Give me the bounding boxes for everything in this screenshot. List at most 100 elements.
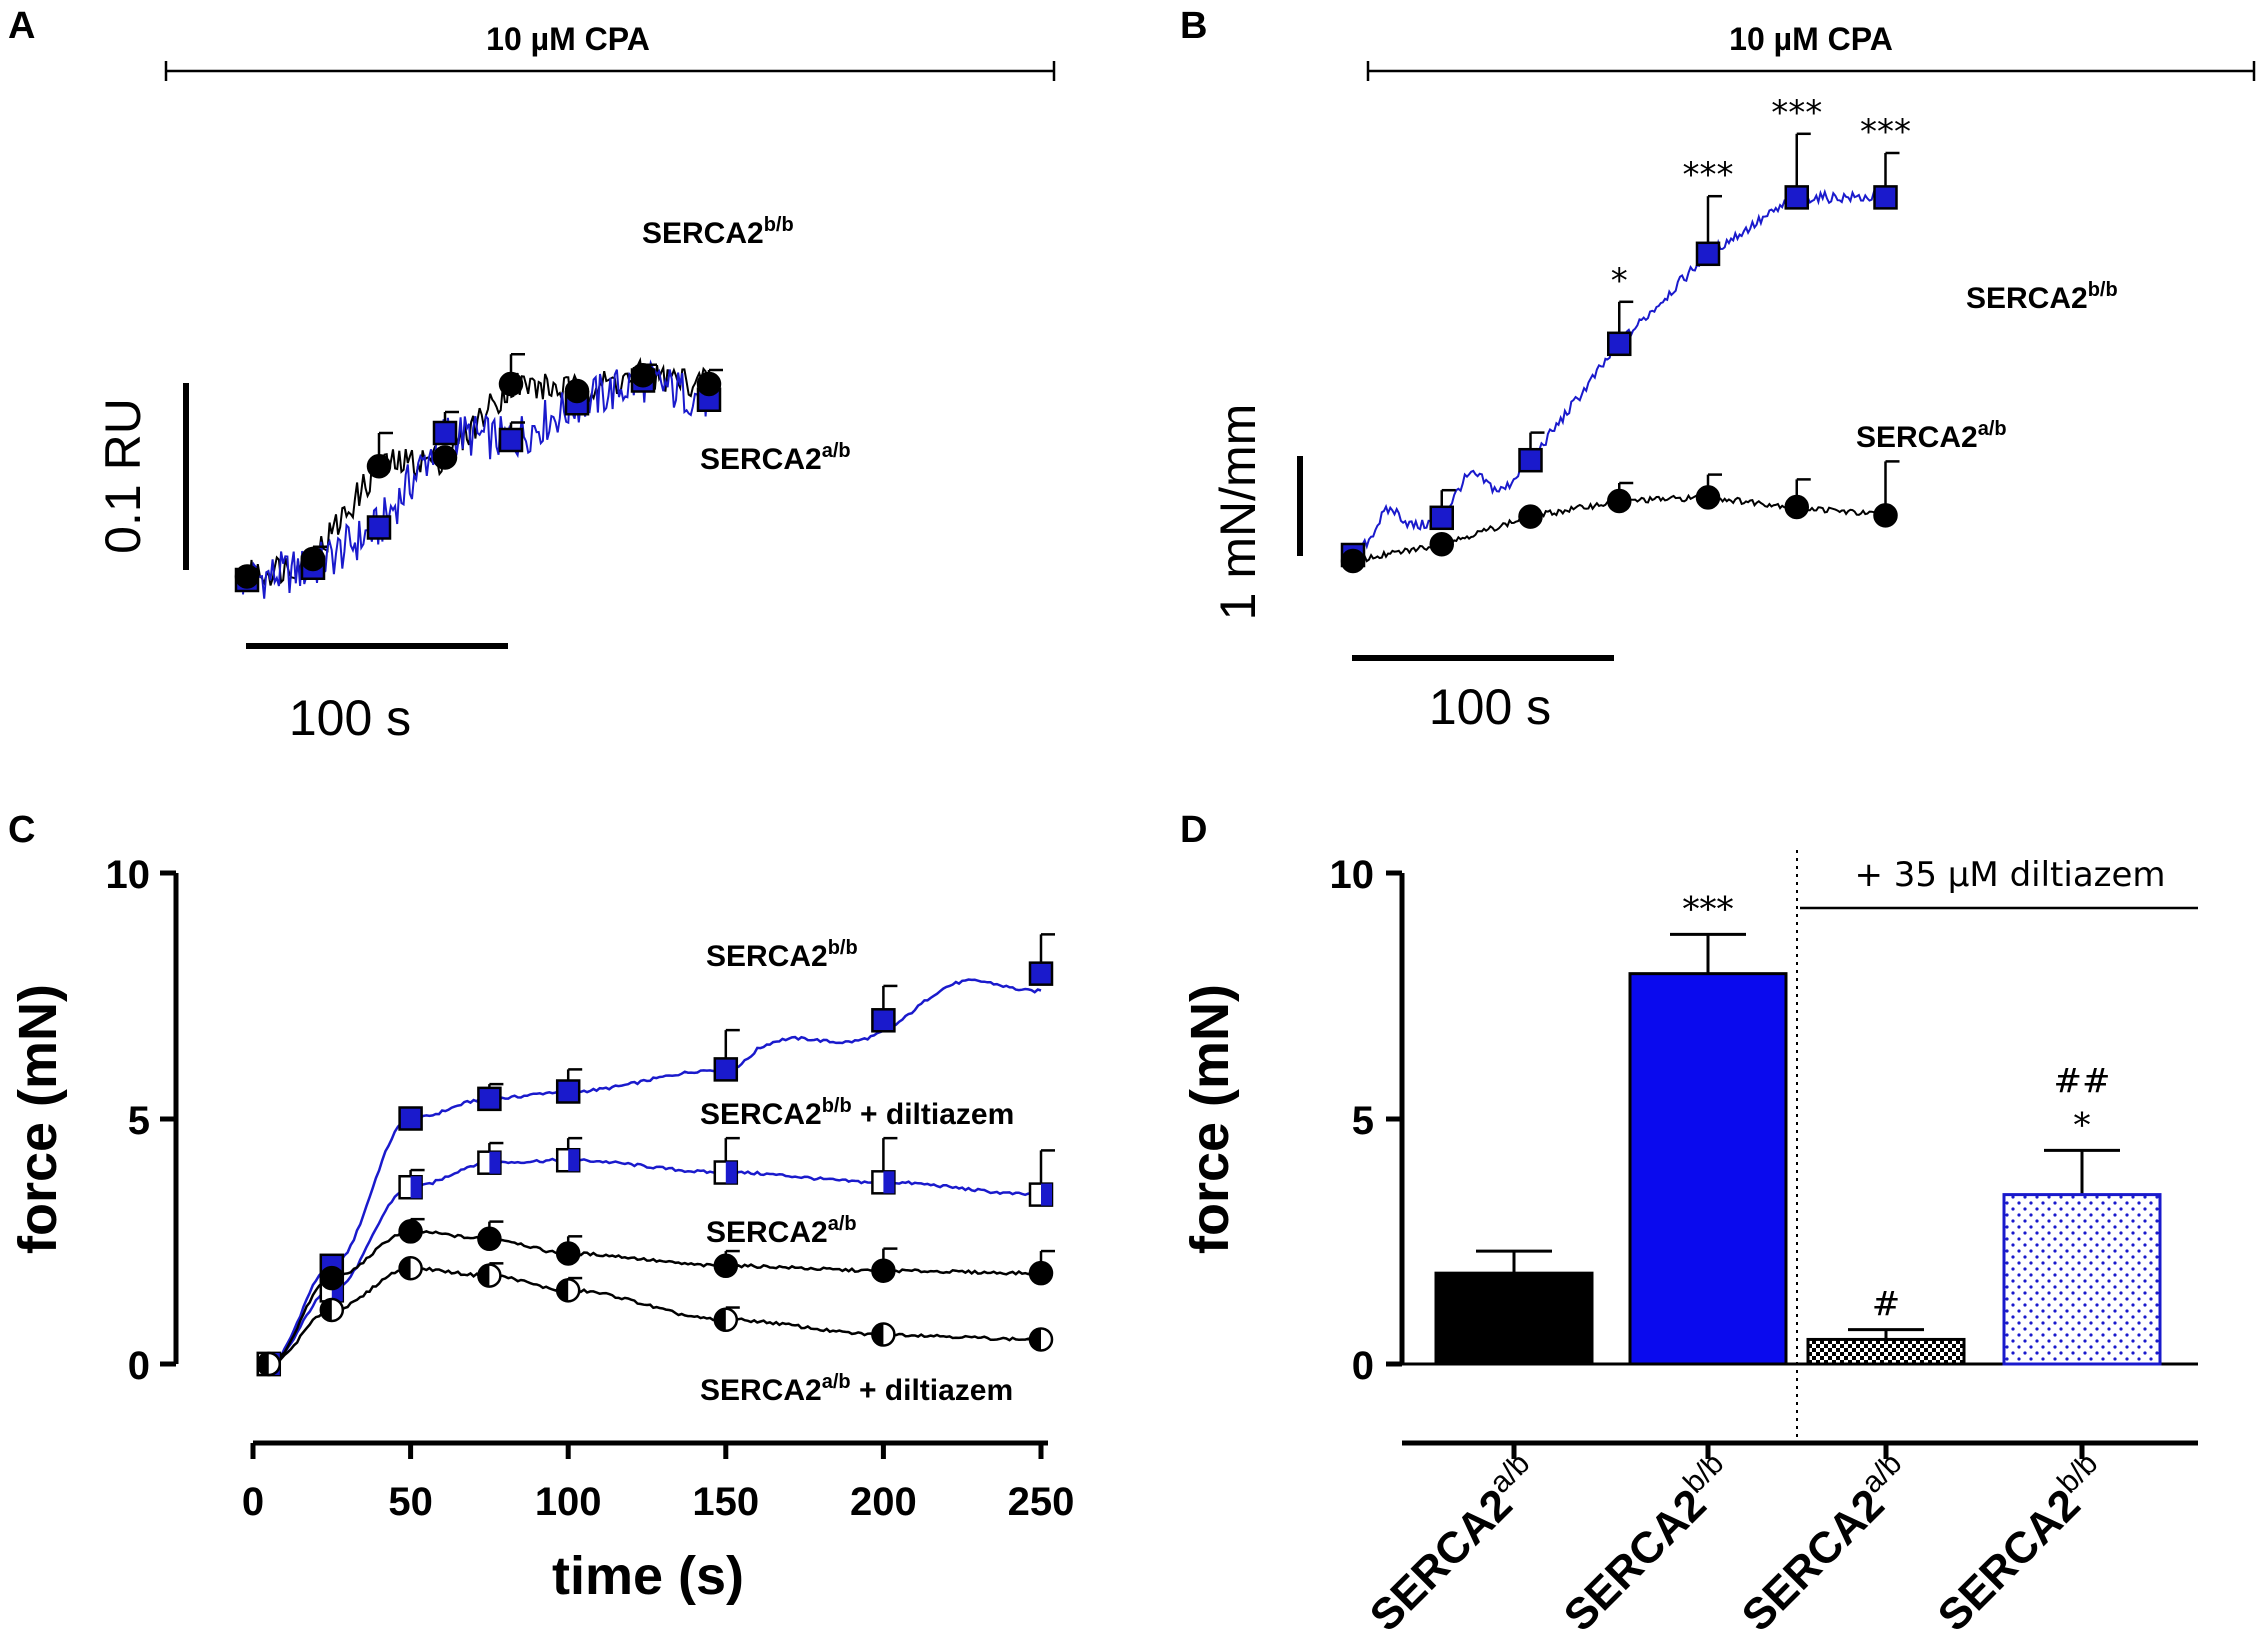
significance-marker-b: *** — [1860, 112, 1911, 152]
data-point-c — [871, 1258, 896, 1283]
scale-label-y-a: 0.1 RU — [95, 398, 151, 554]
x-tick-label-c: 0 — [242, 1480, 264, 1524]
data-point-b — [1340, 548, 1366, 574]
category-label-d: SERCA2b/b — [1551, 1447, 1745, 1641]
trace-label-serca2bb-a: SERCA2b/b — [642, 214, 794, 250]
data-point-b — [1518, 447, 1543, 473]
data-point-c — [398, 1106, 423, 1131]
data-point-a — [630, 363, 656, 388]
data-point-c — [871, 1008, 896, 1033]
data-point-b — [1607, 331, 1632, 357]
data-point-c — [555, 1079, 581, 1104]
y-tick-label-c: 10 — [106, 853, 151, 897]
panel-label-c: C — [8, 809, 35, 851]
panel-a: A 10 µM CPA 0.1 RU 100 s SERCA2b/b SERCA… — [8, 5, 1056, 746]
scale-label-x-b: 100 s — [1429, 679, 1551, 735]
x-tick-label-c: 100 — [535, 1480, 602, 1524]
data-point-c — [713, 1057, 739, 1082]
y-axis-title-c: force (mN) — [8, 984, 68, 1254]
data-point-a — [432, 445, 458, 470]
data-point-a — [498, 371, 524, 397]
category-label-d: SERCA2b/b — [1925, 1447, 2119, 1641]
data-point-b — [1784, 185, 1809, 210]
data-point-c — [1028, 961, 1054, 986]
bar-d — [2002, 1193, 2162, 1366]
bar-d — [1628, 972, 1788, 1366]
data-point-c — [477, 1226, 502, 1252]
significance-marker-d: *** — [1683, 889, 1734, 929]
significance-marker-b: * — [1611, 261, 1628, 301]
trace-label-serca2ab-b: SERCA2a/b — [1856, 418, 2007, 454]
category-label-d: SERCA2a/b — [1357, 1447, 1551, 1641]
data-point-c-fill — [714, 1308, 726, 1331]
series-line-c — [268, 1228, 1042, 1366]
data-point-c-fill — [1030, 1328, 1041, 1351]
data-point-b — [1429, 505, 1454, 531]
data-point-c-fill — [557, 1279, 569, 1302]
data-point-c — [1028, 1260, 1054, 1286]
data-point-c-fill — [568, 1149, 580, 1172]
x-axis-title-c: time (s) — [552, 1546, 744, 1606]
panel-label-a: A — [8, 5, 35, 47]
data-point-c-fill — [725, 1161, 737, 1184]
data-point-a — [498, 427, 524, 453]
series-line-c — [268, 1265, 1042, 1366]
x-tick-label-c: 250 — [1008, 1480, 1075, 1524]
scale-label-x-a: 100 s — [289, 690, 411, 746]
panel-b: B 10 µM CPA 1 mN/mm 100 s ******* *** SER… — [1180, 5, 2256, 735]
y-tick-label-d: 10 — [1330, 853, 1375, 897]
data-point-b — [1695, 241, 1721, 267]
significance-marker-b: *** — [1683, 155, 1734, 195]
bar-d — [1434, 1271, 1594, 1366]
x-tick-label-c: 50 — [388, 1480, 433, 1524]
data-point-a — [696, 371, 722, 397]
y-axis-title-d: force (mN) — [1180, 984, 1240, 1254]
data-point-c — [713, 1253, 739, 1279]
data-point-a — [432, 420, 458, 446]
series-label-c: SERCA2a/b + diltiazem — [700, 1371, 1013, 1407]
series-label-c: SERCA2b/b — [706, 937, 858, 973]
data-point-c-fill — [883, 1171, 895, 1194]
panel-label-d: D — [1180, 809, 1207, 851]
data-point-a — [234, 564, 260, 589]
y-tick-label-c: 0 — [128, 1344, 150, 1388]
data-point-c-fill — [399, 1257, 411, 1280]
significance-marker-d: * — [2074, 1105, 2091, 1145]
y-tick-label-d: 0 — [1352, 1344, 1374, 1388]
data-point-c-fill — [489, 1151, 501, 1174]
cpa-label-a: 10 µM CPA — [486, 21, 650, 57]
significance-marker-d: ## — [2054, 1061, 2111, 1101]
category-label-d: SERCA2a/b — [1729, 1447, 1923, 1641]
y-tick-label-d: 5 — [1352, 1099, 1374, 1143]
scale-label-y-b: 1 mN/mm — [1210, 404, 1266, 621]
data-point-a — [366, 454, 392, 479]
data-point-c-fill — [331, 1279, 343, 1302]
data-point-b — [1784, 494, 1809, 520]
series-label-c: SERCA2a/b — [706, 1213, 857, 1249]
series-line-c — [268, 978, 1042, 1366]
panel-c: C 10 5 0 force (mN) 0 50 100 150 200 250 time… — [8, 809, 1074, 1606]
bar-d — [1806, 1337, 1966, 1366]
data-point-b — [1695, 485, 1721, 510]
data-point-c-fill — [257, 1353, 269, 1375]
y-tick-label-c: 5 — [128, 1099, 150, 1143]
significance-marker-d: # — [1872, 1285, 1901, 1325]
data-point-b — [1873, 503, 1898, 528]
cpa-label-b: 10 µM CPA — [1729, 21, 1893, 57]
trace-label-serca2bb-b: SERCA2b/b — [1966, 279, 2118, 315]
data-point-c — [398, 1219, 423, 1244]
significance-marker-b: *** — [1771, 93, 1822, 133]
data-point-b — [1518, 504, 1543, 529]
data-point-b — [1429, 531, 1454, 557]
series-label-c: SERCA2b/b + diltiazem — [700, 1095, 1014, 1131]
data-point-b — [1873, 185, 1898, 210]
data-point-a — [564, 378, 590, 404]
x-tick-label-c: 200 — [850, 1480, 917, 1524]
data-point-c — [555, 1241, 581, 1266]
data-point-c-fill — [478, 1264, 490, 1287]
x-tick-label-c: 150 — [692, 1480, 759, 1524]
data-point-c-fill — [320, 1298, 332, 1321]
data-point-a — [300, 546, 326, 572]
diltiazem-label-d: + 35 µM diltiazem — [1854, 855, 2165, 895]
